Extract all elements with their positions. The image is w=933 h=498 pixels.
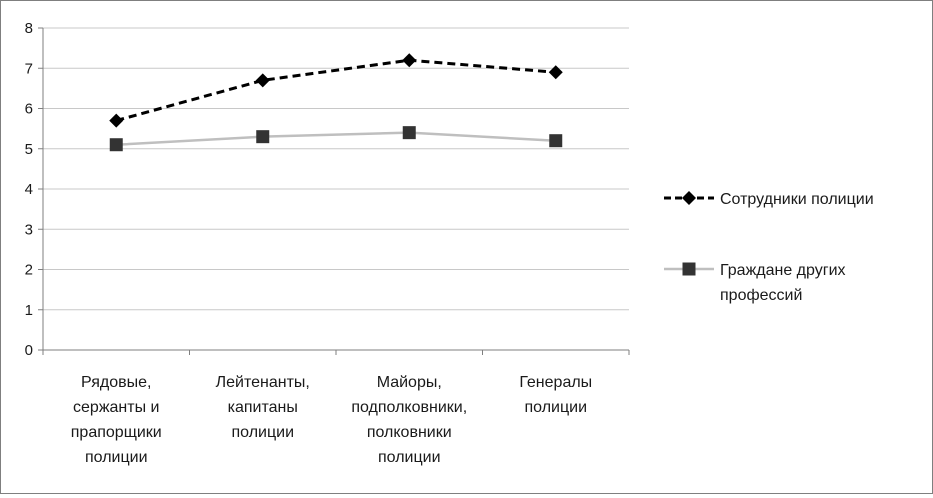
legend-label-line: профессий xyxy=(720,287,802,304)
series-line-1 xyxy=(116,131,556,146)
y-tick-label: 0 xyxy=(25,342,33,359)
data-point xyxy=(549,134,563,148)
gridlines xyxy=(43,27,629,311)
y-tick-label: 3 xyxy=(25,221,33,238)
series-line-0 xyxy=(115,58,556,123)
data-point xyxy=(548,65,563,80)
x-category-label-line: Майоры, xyxy=(377,374,442,391)
y-tick-label: 7 xyxy=(25,60,33,77)
x-category-label-line: Рядовые, xyxy=(81,374,151,391)
x-category-label-line: сержанты и xyxy=(73,399,159,416)
x-category-label-line: подполковники, xyxy=(351,399,467,416)
y-tick-label: 4 xyxy=(25,181,33,198)
legend-label-line: Граждане других xyxy=(720,262,846,279)
x-category-label: Лейтенанты, капитаны полиции xyxy=(216,374,310,441)
x-category-label: Рядовые, сержанты и прапорщики полиции xyxy=(71,374,162,466)
x-category-label-line: полиции xyxy=(378,449,441,466)
legend-label: Граждане других профессий xyxy=(720,262,846,304)
x-category-label-line: полиции xyxy=(231,424,294,441)
x-category-label-line: полиции xyxy=(85,449,148,466)
y-tick-label: 8 xyxy=(25,20,33,37)
x-category-label-line: полиции xyxy=(524,399,587,416)
legend-marker xyxy=(682,191,696,205)
legend-marker xyxy=(682,262,696,276)
x-category-label: Генералы полиции xyxy=(519,374,592,416)
x-category-label-line: Лейтенанты, xyxy=(216,374,310,391)
series xyxy=(109,53,563,152)
x-category-label-line: полковники xyxy=(367,424,452,441)
data-point xyxy=(255,73,270,88)
y-tick-label: 1 xyxy=(25,302,33,319)
data-point xyxy=(109,113,124,128)
data-point xyxy=(402,126,416,140)
x-category-label-line: прапорщики xyxy=(71,424,162,441)
data-point xyxy=(109,138,123,152)
legend-label: Сотрудники полиции xyxy=(720,191,874,208)
x-category-label-line: капитаны xyxy=(228,399,298,416)
axes xyxy=(38,27,630,355)
y-tick-label: 5 xyxy=(25,141,33,158)
x-category-label-line: Генералы xyxy=(519,374,592,391)
legend: Сотрудники полиции Граждане других професс… xyxy=(664,191,874,304)
data-point xyxy=(256,130,270,144)
y-tick-label: 6 xyxy=(25,101,33,118)
axis-labels: 0 1 2 3 4 5 6 7 8 Рядовые, сержанты и прапорщики пол… xyxy=(25,20,593,466)
data-point xyxy=(402,53,417,68)
y-tick-label: 2 xyxy=(25,262,33,279)
x-category-label: Майоры, подполковники, полковники полиции xyxy=(351,374,467,466)
legend-label-line: Сотрудники полиции xyxy=(720,191,874,208)
